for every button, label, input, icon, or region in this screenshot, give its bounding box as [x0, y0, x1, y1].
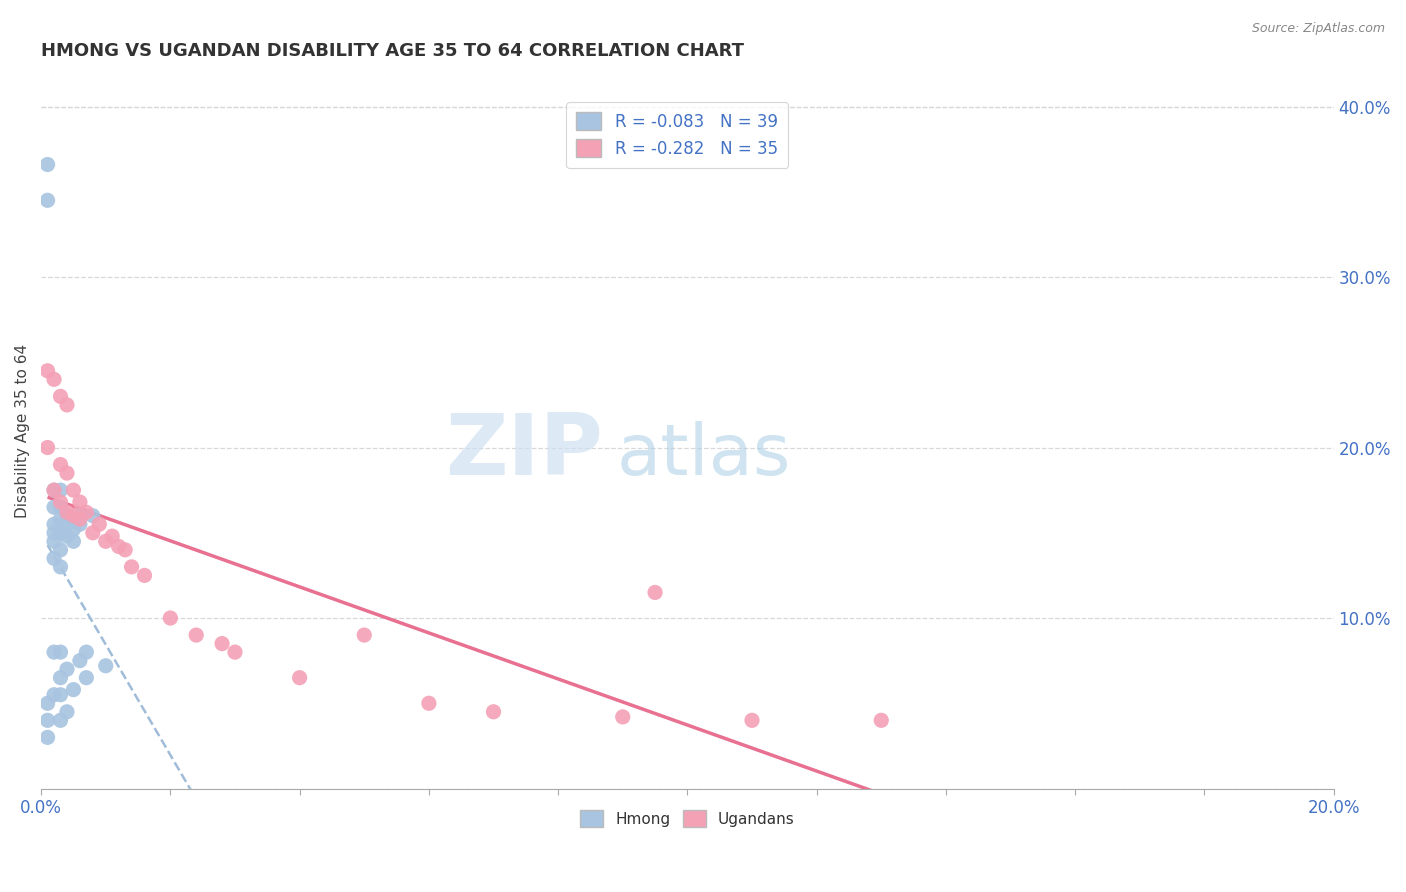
Point [49, 483, 72, 497]
Text: HMONG VS UGANDAN DISABILITY AGE 35 TO 64 CORRELATION CHART: HMONG VS UGANDAN DISABILITY AGE 35 TO 64… [41, 42, 744, 60]
Point [121, 560, 143, 574]
Point [644, 585, 666, 599]
Point [482, 705, 505, 719]
Text: atlas: atlas [616, 421, 790, 490]
Point [49, 495, 72, 509]
Point [49, 500, 72, 515]
Point [82, 525, 104, 540]
Point [56, 398, 79, 412]
Point [42, 534, 65, 549]
Legend: Hmong, Ugandans: Hmong, Ugandans [572, 803, 803, 835]
Point [49, 688, 72, 702]
Point [62, 522, 84, 536]
Point [42, 483, 65, 497]
Point [49, 560, 72, 574]
Point [37, 194, 59, 208]
Point [612, 710, 634, 724]
Point [69, 517, 91, 532]
Point [37, 714, 59, 728]
Point [42, 645, 65, 659]
Point [69, 508, 91, 523]
Point [56, 662, 79, 676]
Point [69, 495, 91, 509]
Point [94, 658, 117, 673]
Point [49, 458, 72, 472]
Point [741, 714, 763, 728]
Point [56, 508, 79, 523]
Point [42, 483, 65, 497]
Point [42, 525, 65, 540]
Point [42, 500, 65, 515]
Point [49, 542, 72, 557]
Point [56, 529, 79, 543]
Point [114, 542, 136, 557]
Point [49, 525, 72, 540]
Point [870, 714, 893, 728]
Point [69, 512, 91, 526]
Point [75, 505, 97, 519]
Point [42, 517, 65, 532]
Point [89, 517, 111, 532]
Point [62, 534, 84, 549]
Point [49, 389, 72, 403]
Text: Source: ZipAtlas.com: Source: ZipAtlas.com [1251, 22, 1385, 36]
Point [56, 705, 79, 719]
Point [49, 671, 72, 685]
Point [37, 157, 59, 171]
Point [224, 645, 246, 659]
Point [37, 731, 59, 745]
Point [134, 568, 156, 582]
Point [42, 688, 65, 702]
Point [62, 682, 84, 697]
Y-axis label: Disability Age 35 to 64: Disability Age 35 to 64 [15, 343, 30, 517]
Point [353, 628, 375, 642]
Point [101, 529, 124, 543]
Point [107, 540, 129, 554]
Point [159, 611, 181, 625]
Point [56, 517, 79, 532]
Point [75, 671, 97, 685]
Point [37, 364, 59, 378]
Point [288, 671, 311, 685]
Point [418, 696, 440, 710]
Point [49, 645, 72, 659]
Point [49, 714, 72, 728]
Point [211, 637, 233, 651]
Point [42, 551, 65, 566]
Point [62, 512, 84, 526]
Point [94, 534, 117, 549]
Point [42, 372, 65, 386]
Point [69, 654, 91, 668]
Point [82, 508, 104, 523]
Point [37, 696, 59, 710]
Text: ZIP: ZIP [446, 410, 603, 493]
Point [186, 628, 208, 642]
Point [62, 483, 84, 497]
Point [75, 645, 97, 659]
Point [62, 508, 84, 523]
Point [56, 466, 79, 480]
Point [49, 512, 72, 526]
Point [37, 441, 59, 455]
Point [56, 505, 79, 519]
